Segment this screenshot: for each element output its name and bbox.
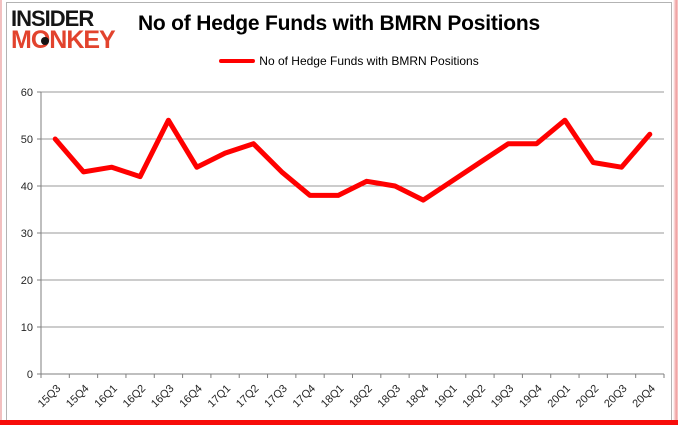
y-axis-label: 0 — [27, 369, 33, 381]
x-axis-label: 19Q2 — [461, 383, 489, 411]
monkey-eye-dot — [41, 37, 49, 46]
x-axis-label: 18Q3 — [376, 383, 404, 411]
logo-text-insider: INSIDER — [11, 6, 94, 31]
series-line — [52, 117, 653, 203]
x-axis-label: 20Q4 — [630, 383, 658, 411]
x-axis-label: 16Q2 — [121, 383, 149, 411]
legend-line-swatch — [219, 59, 256, 63]
y-axis-label: 60 — [21, 87, 33, 99]
x-axis-label: 16Q4 — [177, 383, 205, 411]
legend-label: No of Hedge Funds with BMRN Positions — [259, 54, 479, 68]
x-axis-label: 19Q4 — [517, 383, 545, 411]
x-axis-label: 19Q3 — [489, 383, 517, 411]
x-axis-label: 16Q3 — [149, 383, 177, 411]
x-axis-label: 17Q4 — [291, 383, 319, 411]
x-axis-label: 15Q3 — [36, 383, 64, 411]
y-axis-label: 40 — [21, 181, 33, 193]
y-axis-label: 10 — [21, 322, 33, 334]
x-axis-label: 20Q3 — [602, 383, 630, 411]
x-axis-label: 20Q1 — [545, 383, 573, 411]
x-axis-label: 15Q4 — [64, 383, 92, 411]
y-axis-label: 30 — [21, 228, 33, 240]
logo-text-monkey: MONKEY — [11, 26, 116, 55]
x-axis-label: 18Q1 — [319, 383, 347, 411]
insider-monkey-logo: INSIDER MONKEY — [11, 6, 116, 55]
x-axis-label: 18Q2 — [347, 383, 375, 411]
x-axis-label: 18Q4 — [404, 383, 432, 411]
right-accent-edge — [673, 0, 678, 420]
x-axis-label: 17Q3 — [262, 383, 290, 411]
x-axis-label: 17Q1 — [206, 383, 234, 411]
x-axis-label: 19Q1 — [432, 383, 460, 411]
y-axis-label: 50 — [21, 134, 33, 146]
x-axis-label: 17Q2 — [234, 383, 262, 411]
left-accent-edge — [0, 0, 2, 420]
y-axis-label: 20 — [21, 275, 33, 287]
chart-title: No of Hedge Funds with BMRN Positions — [137, 12, 541, 35]
x-axis-label: 20Q2 — [574, 383, 602, 411]
chart-legend: No of Hedge Funds with BMRN Positions — [10, 54, 678, 68]
x-axis-label: 16Q1 — [92, 383, 120, 411]
bottom-red-bar — [0, 420, 678, 425]
